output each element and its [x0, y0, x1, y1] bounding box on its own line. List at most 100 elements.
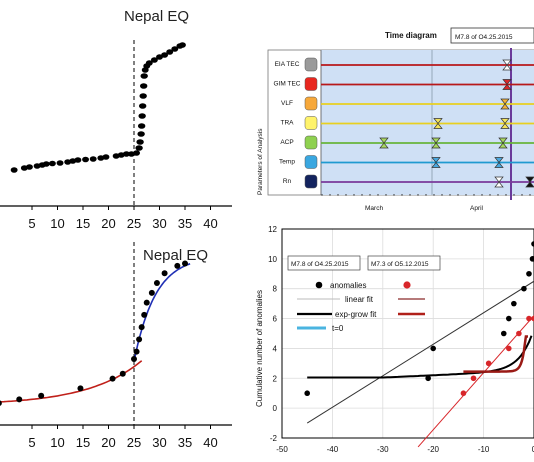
- p4-red-point: [460, 390, 467, 397]
- p4-event-label-1: M7.8 of O4.25.2015: [291, 261, 349, 268]
- p2-point: [138, 324, 145, 331]
- p1-point: [161, 52, 169, 58]
- p4-red-point: [506, 345, 512, 352]
- p1-point: [179, 42, 186, 48]
- td-hourglass-markers: [379, 59, 534, 188]
- panel2-points: [0, 260, 188, 406]
- p2-tick-label: 30: [152, 435, 166, 450]
- td-hourglass-icon: [502, 79, 512, 90]
- td-hourglass-icon: [525, 176, 534, 188]
- p4-x-tick-label: -20: [427, 445, 439, 454]
- td-row-label: TRA: [281, 120, 295, 127]
- td-row-label: VLF: [281, 100, 293, 107]
- p1-point: [122, 151, 130, 157]
- p2-point: [143, 299, 150, 306]
- td-month-april: April: [470, 205, 484, 212]
- p4-linear-fit-black: [306, 280, 534, 424]
- p1-point: [48, 160, 56, 167]
- p2-point: [77, 385, 84, 392]
- panel1-ticks: 5 10 15 20 25 30 35 40: [28, 206, 218, 231]
- p2-point: [16, 396, 23, 403]
- td-row-label: ACP: [280, 139, 293, 146]
- p4-x-tick-label: -30: [377, 445, 389, 454]
- p4-linear-fit-red: [417, 315, 534, 448]
- p1-point: [137, 131, 145, 137]
- p2-point: [182, 260, 188, 267]
- p4-red-point: [531, 315, 534, 322]
- p4-red-point: [485, 360, 492, 367]
- panel1-points: [10, 42, 186, 173]
- p4-y-tick-label: 10: [268, 255, 277, 264]
- p1-point: [102, 154, 110, 160]
- p2-point: [131, 356, 137, 362]
- td-row-label: Rn: [283, 178, 292, 185]
- p1-point: [150, 57, 158, 63]
- p1-point: [171, 46, 179, 52]
- p4-x-tick-label: -10: [478, 445, 490, 454]
- p2-point: [0, 400, 2, 406]
- td-hourglass-icon: [494, 176, 504, 188]
- p4-black-point: [425, 375, 431, 382]
- p1-point: [26, 164, 33, 170]
- p4-points: [304, 241, 534, 397]
- p2-tick-label: 20: [101, 435, 115, 450]
- panel1-title: Nepal EQ: [124, 8, 189, 25]
- p4-exp-fit-red: [463, 335, 528, 373]
- panel-top-left: Nepal EQ 5 10 15 20 25 30 35 40: [0, 8, 232, 231]
- p4-x-tick-label: -50: [276, 445, 288, 454]
- panel2-blue-fit-line: [133, 263, 191, 362]
- p2-tick-label: 25: [127, 435, 141, 450]
- panel2-ticks: 5 10 15 20 25 30 35 40: [28, 425, 218, 450]
- td-row-swatch: [304, 57, 318, 72]
- td-hourglass-icon: [500, 98, 510, 110]
- p2-tick-label: 35: [178, 435, 192, 450]
- p1-point: [133, 150, 140, 156]
- td-row-swatch: [304, 96, 318, 111]
- p2-point: [133, 348, 140, 355]
- p1-tick-label: 35: [178, 216, 192, 231]
- td-hourglass-icon: [502, 59, 512, 71]
- p1-point: [42, 161, 50, 167]
- p2-point: [148, 289, 155, 296]
- p1-point: [140, 73, 148, 79]
- td-hourglass-icon: [431, 137, 441, 149]
- p4-red-point: [516, 330, 522, 337]
- p4-black-point: [304, 390, 311, 397]
- p4-y-tick-label: -2: [270, 434, 278, 443]
- p4-y-tick-label: 4: [273, 344, 278, 353]
- legend-t0: t=0: [332, 324, 344, 333]
- p4-black-point: [430, 345, 437, 352]
- p4-black-point: [529, 256, 534, 262]
- p2-point: [174, 262, 181, 269]
- p4-red-point: [470, 375, 477, 382]
- panel-anomalies: Cumulative number of anomalies -50 -40 -30…: [255, 225, 534, 454]
- td-row-swatch: [304, 116, 318, 130]
- p4-frame: [281, 228, 534, 439]
- panel2-red-fit-line: [0, 360, 143, 403]
- p1-point: [138, 113, 146, 119]
- p2-point: [141, 311, 148, 318]
- p4-x-tick-label: -40: [327, 445, 339, 454]
- p4-x-tick-label: 0: [532, 445, 534, 454]
- td-ylabel: Parameters of Analysis: [257, 128, 264, 195]
- td-row-swatch: [304, 77, 318, 91]
- td-hourglass-icon: [494, 157, 504, 168]
- legend-exp-fit: exp-grow fit: [335, 310, 377, 319]
- td-event-label: M7.8 of O4.25.2015: [455, 34, 513, 41]
- td-event-box: [450, 27, 534, 44]
- p4-y-tick-label: 8: [273, 285, 278, 294]
- p1-point: [10, 167, 18, 173]
- p1-point: [137, 123, 146, 129]
- legend-anomalies: anomalies: [330, 281, 366, 290]
- legend-linear-fit: linear fit: [345, 295, 374, 304]
- p4-black-point: [500, 330, 507, 337]
- td-month-march: March: [365, 205, 383, 212]
- p4-y-tick-label: 2: [273, 374, 278, 383]
- p1-tick-label: 30: [152, 216, 166, 231]
- p1-tick-label: 10: [50, 216, 64, 231]
- p1-point: [139, 83, 148, 89]
- p1-point: [89, 156, 97, 162]
- td-row-label: Temp: [279, 159, 295, 166]
- p2-point: [153, 280, 160, 287]
